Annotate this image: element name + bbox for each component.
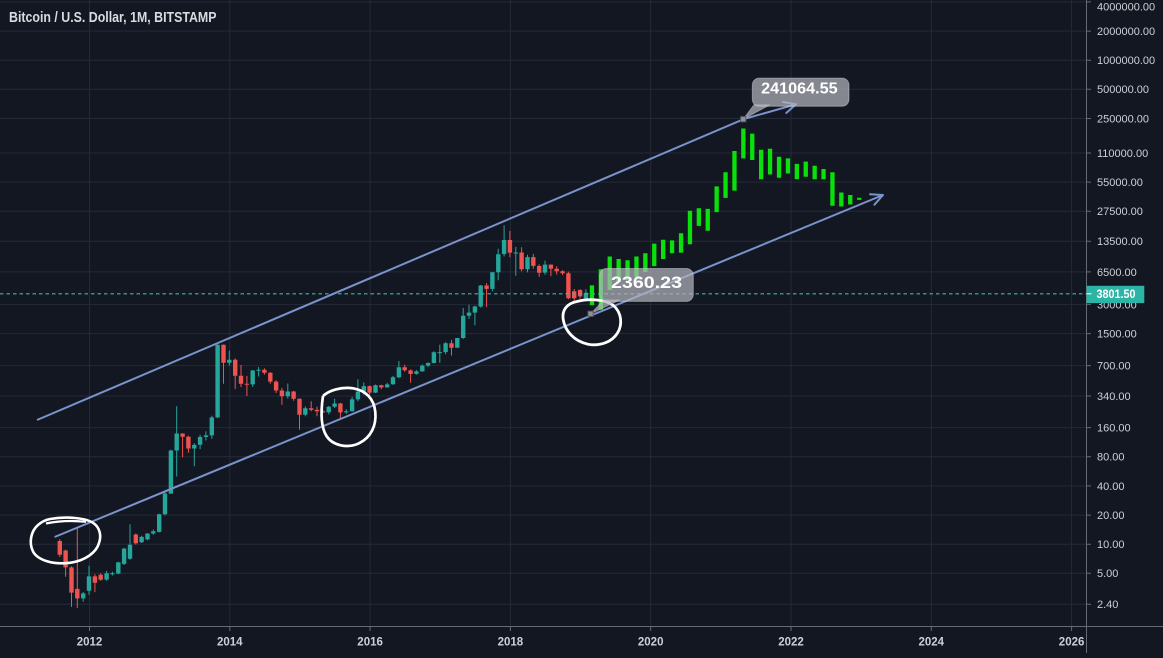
svg-text:2.40: 2.40 [1097, 599, 1118, 611]
svg-text:10.00: 10.00 [1097, 539, 1125, 551]
svg-text:241064.55: 241064.55 [761, 81, 838, 98]
svg-text:250000.00: 250000.00 [1097, 113, 1149, 125]
svg-text:110000.00: 110000.00 [1097, 148, 1148, 160]
svg-text:2026: 2026 [1059, 637, 1085, 649]
svg-text:1500.00: 1500.00 [1097, 329, 1137, 341]
svg-text:700.00: 700.00 [1097, 361, 1131, 373]
svg-text:40.00: 40.00 [1097, 481, 1125, 493]
svg-text:27500.00: 27500.00 [1097, 206, 1143, 218]
svg-text:2360.23: 2360.23 [611, 274, 682, 292]
svg-text:2014: 2014 [217, 637, 243, 649]
svg-text:2018: 2018 [498, 637, 524, 649]
svg-text:2016: 2016 [357, 637, 383, 649]
svg-text:2012: 2012 [77, 637, 103, 649]
svg-text:55000.00: 55000.00 [1097, 177, 1143, 189]
svg-text:3801.50: 3801.50 [1097, 289, 1136, 301]
svg-text:20.00: 20.00 [1097, 510, 1125, 522]
svg-text:6500.00: 6500.00 [1097, 267, 1137, 279]
svg-text:160.00: 160.00 [1097, 423, 1131, 435]
svg-text:13500.00: 13500.00 [1097, 236, 1143, 248]
svg-text:5.00: 5.00 [1097, 568, 1118, 580]
svg-text:4000000.00: 4000000.00 [1097, 2, 1155, 14]
svg-text:500000.00: 500000.00 [1097, 84, 1149, 96]
svg-text:2020: 2020 [638, 637, 664, 649]
svg-text:80.00: 80.00 [1097, 452, 1125, 464]
svg-text:Bitcoin / U.S. Dollar, 1M, BIT: Bitcoin / U.S. Dollar, 1M, BITSTAMP [9, 9, 217, 26]
svg-text:2022: 2022 [778, 637, 804, 649]
svg-text:2024: 2024 [919, 637, 945, 649]
svg-text:340.00: 340.00 [1097, 391, 1131, 403]
svg-text:1000000.00: 1000000.00 [1097, 55, 1155, 67]
svg-text:2000000.00: 2000000.00 [1097, 26, 1155, 38]
